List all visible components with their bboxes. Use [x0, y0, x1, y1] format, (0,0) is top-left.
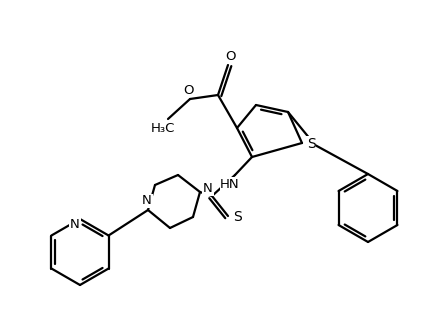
Text: N: N: [142, 195, 152, 207]
Text: HN: HN: [220, 177, 240, 190]
Text: H₃C: H₃C: [151, 122, 175, 135]
Text: S: S: [307, 137, 315, 151]
Text: N: N: [203, 182, 213, 196]
Text: S: S: [233, 210, 242, 224]
Text: O: O: [184, 84, 194, 97]
Text: O: O: [226, 50, 236, 63]
Text: N: N: [70, 218, 80, 231]
